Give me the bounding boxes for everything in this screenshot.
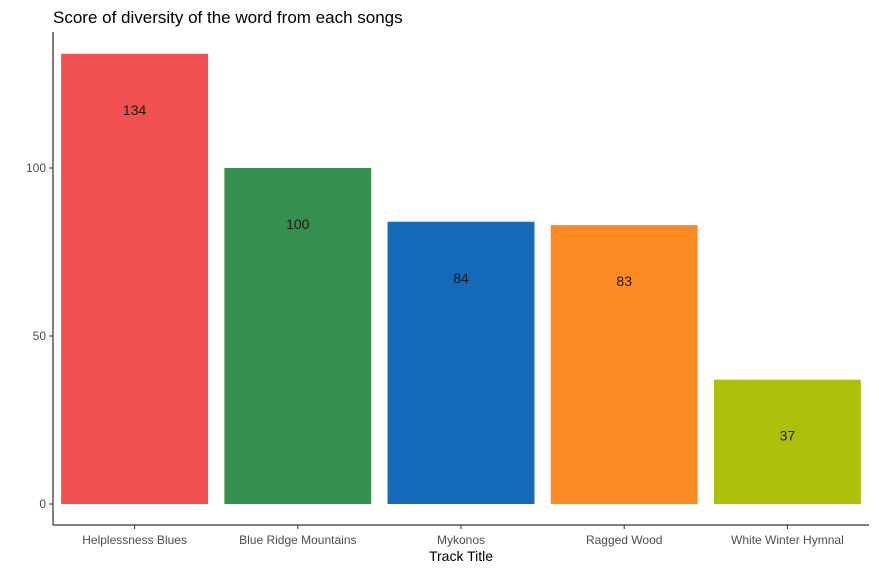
data-label: 84 (453, 270, 469, 286)
y-tick-label: 50 (33, 329, 47, 343)
data-label: 37 (780, 428, 796, 444)
bar-white-winter-hymnal (713, 379, 861, 504)
data-label: 100 (286, 216, 310, 232)
bar-ragged-wood (550, 225, 698, 504)
bars-group (61, 53, 861, 504)
data-label: 134 (123, 102, 147, 118)
x-tick-label: Helplessness Blues (82, 533, 187, 547)
bar-blue-ridge-mountains (224, 168, 372, 504)
x-axis-ticks: Helplessness Blues Blue Ridge Mountains My… (82, 525, 844, 547)
y-axis-ticks: 0 50 100 (26, 161, 53, 511)
x-axis-title: Track Title (429, 548, 493, 564)
y-tick-label: 100 (26, 161, 46, 175)
bar-helplessness-blues (61, 53, 209, 504)
data-label: 83 (616, 273, 632, 289)
bar-mykonos (387, 221, 535, 504)
x-tick-label: Ragged Wood (586, 533, 663, 547)
x-tick-label: Mykonos (437, 533, 485, 547)
x-tick-label: White Winter Hymnal (731, 533, 844, 547)
y-tick-label: 0 (39, 497, 46, 511)
data-labels-group: 134 100 84 83 37 (123, 102, 795, 444)
x-tick-label: Blue Ridge Mountains (239, 533, 356, 547)
chart-title: Score of diversity of the word from each… (53, 8, 403, 27)
